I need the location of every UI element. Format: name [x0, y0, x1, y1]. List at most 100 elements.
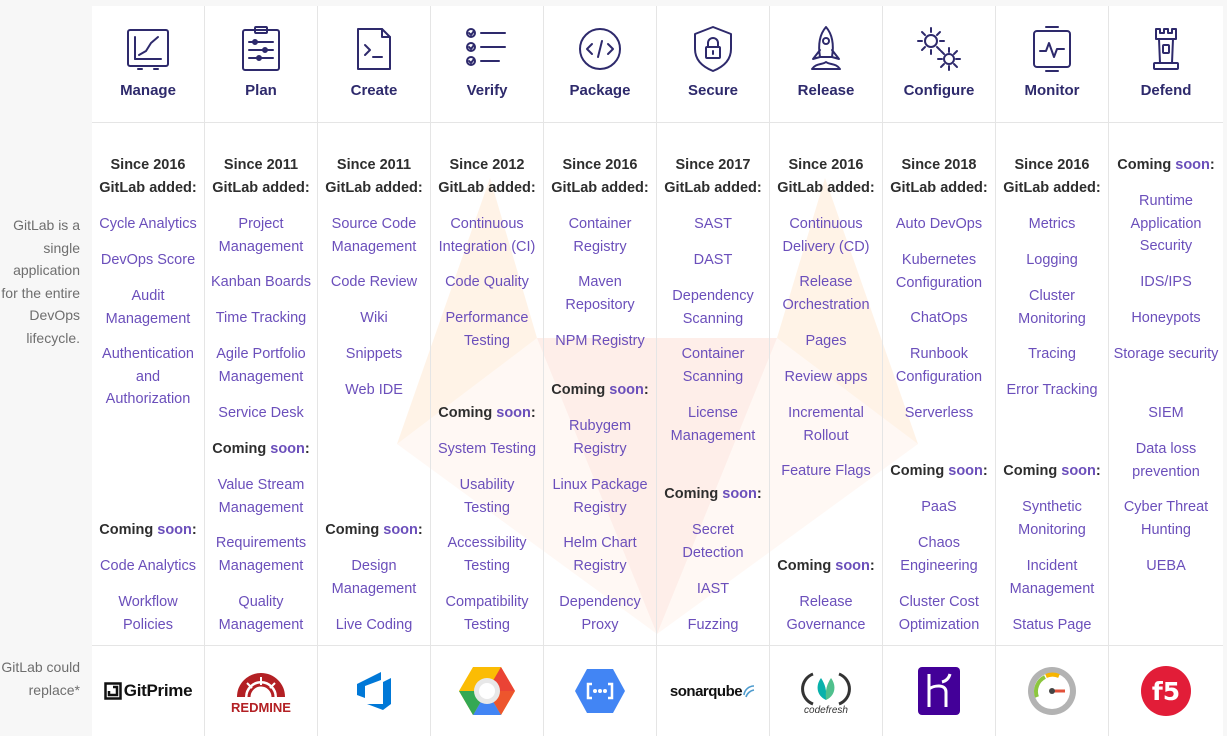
planned-feature-link[interactable]: Rubygem Registry: [568, 418, 632, 457]
added-feature-link[interactable]: License Management: [670, 405, 756, 444]
planned-feature-link[interactable]: Release Governance: [786, 594, 866, 633]
planned-feature-link[interactable]: Value Stream Management: [217, 477, 305, 516]
added-feature-link[interactable]: Agile Portfolio Management: [216, 346, 306, 385]
planned-feature-link[interactable]: IAST: [696, 581, 730, 597]
added-feature-link[interactable]: Web IDE: [345, 382, 403, 398]
planned-feature-link[interactable]: Usability Testing: [459, 477, 515, 516]
added-feature-link[interactable]: Code Quality: [445, 274, 529, 290]
codefresh-logo[interactable]: codefresh: [781, 665, 871, 717]
added-feature-link[interactable]: Performance Testing: [445, 310, 529, 349]
added-feature-link[interactable]: Container Registry: [568, 216, 632, 255]
added-feature-link[interactable]: Serverless: [904, 405, 974, 421]
stage-header[interactable]: Manage: [92, 6, 204, 123]
added-feature-link[interactable]: Source Code Management: [331, 216, 417, 255]
stage-header[interactable]: Release: [770, 6, 882, 123]
planned-feature-link[interactable]: Accessibility Testing: [447, 535, 527, 574]
planned-feature-link[interactable]: Storage security: [1113, 346, 1219, 362]
added-feature-link[interactable]: Feature Flags: [781, 463, 871, 479]
added-feature-link[interactable]: Logging: [1026, 252, 1078, 268]
planned-feature-link[interactable]: Incident Management: [1009, 558, 1095, 597]
gitprime-logo[interactable]: GitPrime: [93, 665, 203, 717]
added-feature-link[interactable]: Continuous Delivery (CD): [782, 216, 870, 255]
added-feature-link[interactable]: Cluster Monitoring: [1018, 288, 1086, 327]
planned-feature-link[interactable]: Live Coding: [335, 617, 413, 633]
added-feature-link[interactable]: Metrics: [1028, 216, 1076, 232]
added-feature-link[interactable]: Error Tracking: [1006, 382, 1098, 398]
added-feature-link[interactable]: Kanban Boards: [211, 274, 311, 290]
added-feature-link[interactable]: Release Orchestration: [782, 274, 870, 313]
added-feature-link[interactable]: Tracing: [1028, 346, 1076, 362]
planned-feature-link[interactable]: Dependency Proxy: [559, 594, 641, 633]
added-feature-link[interactable]: Review apps: [784, 369, 868, 385]
planned-feature-link[interactable]: Design Management: [331, 558, 417, 597]
stage-header[interactable]: Monitor: [996, 6, 1108, 123]
planned-feature-link[interactable]: Chaos Engineering: [900, 535, 978, 574]
added-feature-link[interactable]: Cycle Analytics: [99, 216, 197, 232]
planned-feature-link[interactable]: Secret Detection: [682, 522, 744, 561]
added-feature-link[interactable]: Service Desk: [218, 405, 304, 421]
stage-header[interactable]: Verify: [431, 6, 543, 123]
planned-feature-link[interactable]: Honeypots: [1131, 310, 1201, 326]
stage-header[interactable]: Secure: [657, 6, 769, 123]
heroku-logo[interactable]: [894, 665, 984, 717]
stage-header[interactable]: Create: [318, 6, 430, 123]
planned-feature-link[interactable]: Synthetic Monitoring: [1018, 499, 1086, 538]
planned-feature-link[interactable]: Compatibility Testing: [445, 594, 529, 633]
planned-feature-link[interactable]: Workflow Policies: [118, 594, 178, 633]
google-artifact-logo[interactable]: [555, 665, 645, 717]
added-feature-link[interactable]: Dependency Scanning: [672, 288, 754, 327]
added-feature-link[interactable]: Continuous Integration (CI): [438, 216, 536, 255]
added-feature-link[interactable]: Kubernetes Configuration: [895, 252, 983, 291]
planned-feature-link[interactable]: Requirements Management: [215, 535, 307, 574]
planned-feature-link[interactable]: Helm Chart Registry: [563, 535, 637, 574]
added-feature-link[interactable]: SAST: [694, 216, 732, 232]
added-feature-link[interactable]: Project Management: [218, 216, 304, 255]
redmine-logo[interactable]: REDMINE: [216, 665, 306, 717]
added-feature-link[interactable]: Audit Management: [105, 288, 191, 327]
google-cloud-build-logo[interactable]: [442, 665, 532, 717]
added-feature-link[interactable]: Container Scanning: [681, 346, 745, 385]
added-feature-link[interactable]: Snippets: [345, 346, 403, 362]
stage-header[interactable]: Package: [544, 6, 656, 123]
f5-logo[interactable]: f5: [1121, 665, 1211, 717]
added-feature-link[interactable]: NPM Registry: [555, 333, 645, 349]
added-feature-link[interactable]: Time Tracking: [215, 310, 307, 326]
stage-column-plan: Plan Since 2011 GitLab added: Project Manag…: [205, 6, 318, 736]
added-feature-link[interactable]: Code Review: [330, 274, 418, 290]
stage-header[interactable]: Plan: [205, 6, 317, 123]
coming-soon-label: Coming soon:: [92, 519, 204, 542]
soon-highlight: soon: [1175, 157, 1210, 173]
sonarqube-logo[interactable]: sonarqube: [661, 665, 765, 717]
added-feature-link[interactable]: DAST: [693, 252, 733, 268]
azure-devops-logo[interactable]: [329, 665, 419, 717]
added-feature-link[interactable]: Auto DevOps: [895, 216, 983, 232]
planned-feature-link[interactable]: Fuzzing: [687, 617, 739, 633]
stage-header[interactable]: Configure: [883, 6, 995, 123]
coming-label-text: Coming: [99, 522, 158, 538]
planned-feature-link[interactable]: Data loss prevention: [1132, 441, 1200, 480]
planned-feature-link[interactable]: Cyber Threat Hunting: [1123, 499, 1209, 538]
planned-feature-link[interactable]: Quality Management: [218, 594, 304, 633]
stage-header[interactable]: Defend: [1109, 6, 1223, 123]
added-feature-link[interactable]: Incremental Rollout: [788, 405, 864, 444]
coming-soon-label: Coming soon:: [544, 379, 656, 402]
speedometer-logo[interactable]: [1007, 665, 1097, 717]
added-feature-link[interactable]: ChatOps: [910, 310, 968, 326]
added-feature-link[interactable]: DevOps Score: [100, 252, 196, 268]
planned-feature-link[interactable]: Linux Package Registry: [552, 477, 648, 516]
planned-feature-link[interactable]: UEBA: [1146, 558, 1186, 574]
planned-feature-link[interactable]: Code Analytics: [100, 558, 196, 574]
added-feature-link[interactable]: Runbook Configuration: [895, 346, 983, 385]
coming-label-text: Coming: [777, 558, 836, 574]
planned-feature-link[interactable]: Cluster Cost Optimization: [898, 594, 980, 633]
added-feature-link[interactable]: Wiki: [360, 310, 388, 326]
added-feature-link[interactable]: Pages: [805, 333, 847, 349]
planned-feature-link[interactable]: System Testing: [437, 441, 537, 457]
added-feature-link[interactable]: Maven Repository: [565, 274, 635, 313]
added-feature-link[interactable]: Authentication and Authorization: [102, 346, 194, 407]
planned-feature-link[interactable]: Runtime Application Security: [1130, 193, 1202, 254]
planned-feature-link[interactable]: Status Page: [1012, 617, 1092, 633]
planned-feature-link[interactable]: PaaS: [921, 499, 957, 515]
planned-feature-link[interactable]: SIEM: [1148, 405, 1184, 421]
planned-feature-link[interactable]: IDS/IPS: [1140, 274, 1192, 290]
